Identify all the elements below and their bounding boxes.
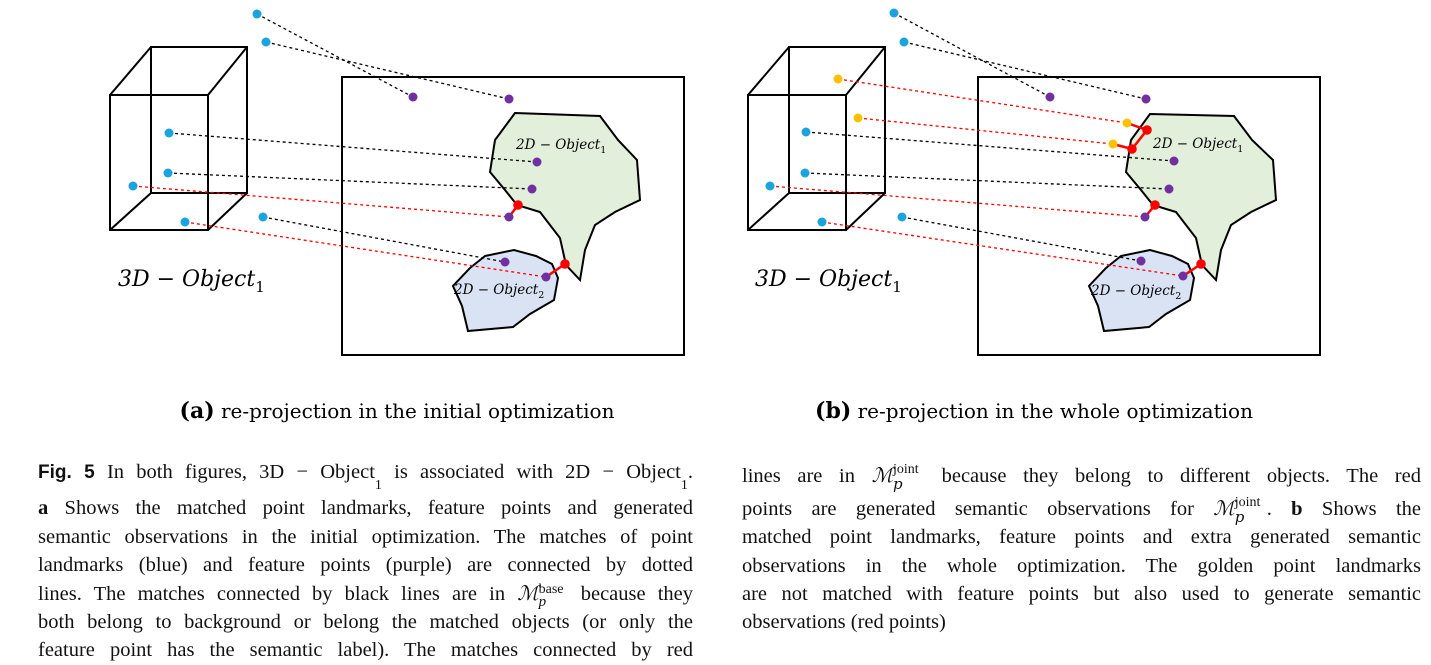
semantic-points-b: [1127, 125, 1206, 269]
caption-line-2: a Shows the matched point landmarks, fea…: [38, 497, 694, 520]
object2d-2-label-a: 2D − Object2: [453, 282, 544, 301]
landmarks-b: [765, 8, 909, 227]
figure-canvas: 3D − Object1 2D − Object1 2D − Object2 (…: [109, 8, 1321, 424]
object3d-label-a: 3D − Object1: [118, 267, 265, 296]
caption-line-6: both belong to background or belong the …: [38, 611, 693, 634]
image-frame-b: [977, 76, 1321, 356]
panel-b: 3D − Object1 2D − Object1 2D − Object2 (…: [747, 8, 1321, 424]
cube-3d-object-a: [109, 46, 248, 231]
landmarks-a: [128, 9, 271, 227]
object2d-2-region-b: [1087, 248, 1196, 333]
base-matches-a: [167, 13, 538, 263]
caption-right-line-6: observations (red points): [742, 611, 946, 634]
caption-line-7: feature point has the semantic label). T…: [38, 639, 693, 662]
object2d-2-label-b: 2D − Object2: [1090, 283, 1181, 302]
object2d-1-region-b: [1124, 112, 1278, 283]
joint-matches-a: [132, 185, 547, 278]
object3d-label-b: 3D − Object1: [755, 267, 902, 296]
caption-left-column: Fig. 5 In both figures, 3D − Object1 is …: [38, 458, 693, 665]
caption-right-line-3: matched point landmarks, feature points …: [742, 526, 1421, 549]
object2d-2-region-a: [451, 248, 560, 333]
golden-landmarks-b: [833, 74, 1132, 149]
caption-line-3: semantic observations in the initial opt…: [38, 525, 693, 548]
caption-line-1: Fig. 5 In both figures, 3D − Object1 is …: [38, 461, 693, 494]
object2d-1-region-a: [488, 111, 642, 283]
subcaption-a: (a) re-projection in the initial optimiz…: [180, 398, 615, 424]
cube-3d-object-b: [747, 46, 886, 231]
features-a: [408, 92, 551, 282]
object2d-1-label-b: 2D − Object1: [1152, 136, 1243, 155]
features-b: [1045, 92, 1188, 281]
caption-line-5: lines. The matches connected by black li…: [38, 580, 694, 610]
caption-right-line-5: are not matched with feature points but …: [742, 582, 1421, 605]
caption-right-line-2: points are generated semantic observatio…: [742, 495, 1422, 527]
panel-a: 3D − Object1 2D − Object1 2D − Object2 (…: [109, 9, 685, 424]
subcaption-b: (b) re-projection in the whole optimizat…: [815, 398, 1253, 424]
joint-matches-b: [769, 78, 1184, 277]
caption-line-4: landmarks (blue) and feature points (pur…: [38, 553, 693, 576]
base-matches-b: [804, 12, 1175, 262]
semantic-points-a: [513, 200, 570, 269]
caption-right-line-4: observations in the whole optimization. …: [742, 554, 1421, 577]
image-frame-a: [341, 76, 685, 356]
object2d-1-label-a: 2D − Object1: [515, 137, 606, 156]
figure-label: Fig. 5: [38, 462, 95, 483]
